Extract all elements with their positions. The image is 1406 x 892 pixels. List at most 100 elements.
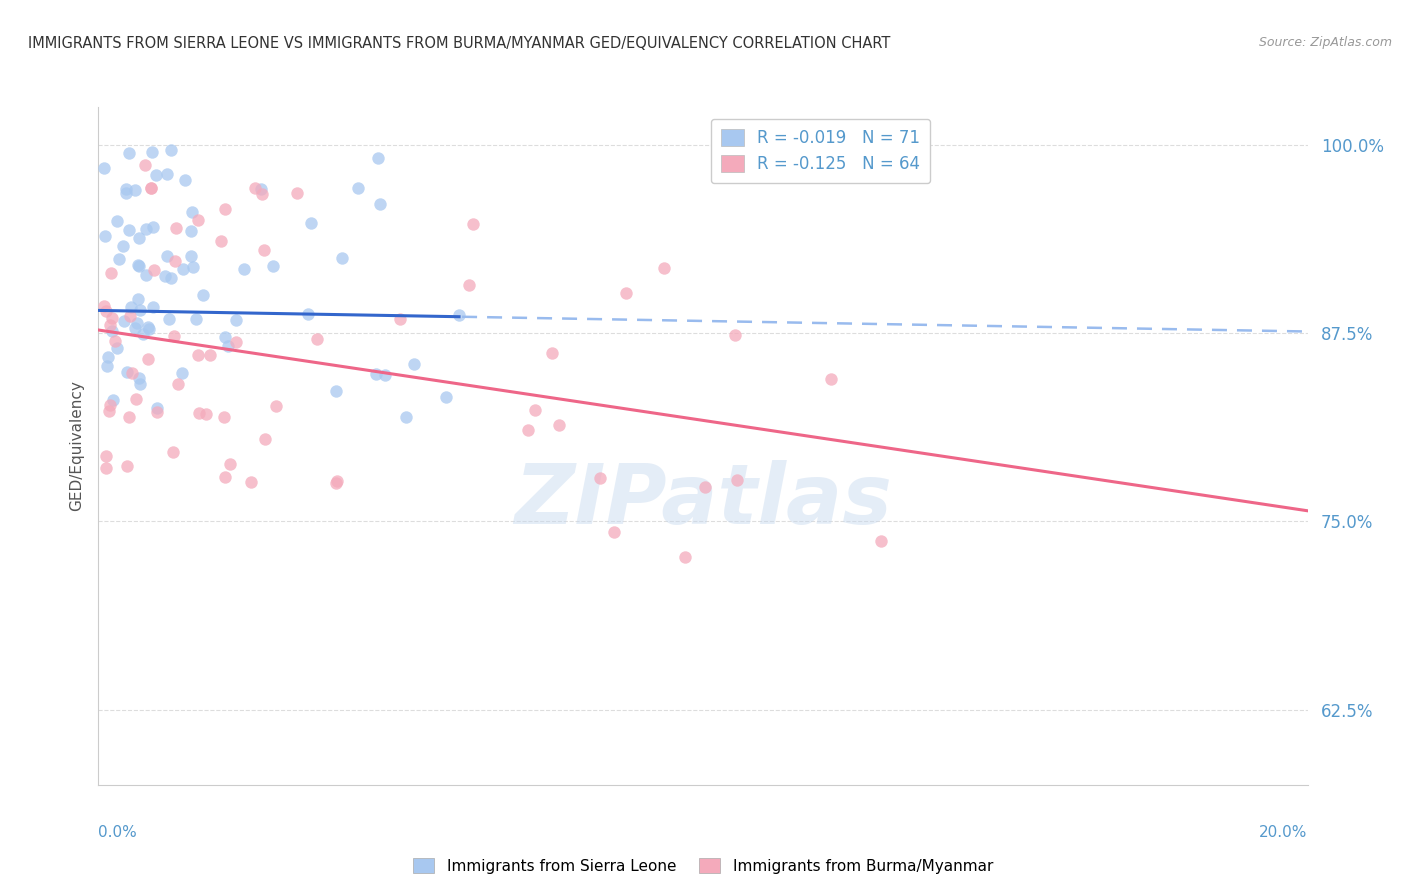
- Point: [188, 406, 211, 420]
- Point: [105, 214, 128, 228]
- Point: [214, 330, 236, 344]
- Point: [250, 187, 273, 202]
- Point: [93, 299, 115, 313]
- Point: [266, 400, 288, 414]
- Point: [98, 404, 121, 418]
- Point: [132, 326, 155, 341]
- Point: [127, 316, 149, 330]
- Point: [305, 332, 328, 346]
- Point: [142, 219, 165, 234]
- Point: [181, 260, 204, 274]
- Point: [142, 301, 165, 315]
- Point: [463, 218, 485, 232]
- Point: [115, 186, 138, 201]
- Point: [434, 390, 457, 404]
- Point: [395, 409, 418, 424]
- Point: [118, 145, 141, 160]
- Point: [118, 309, 141, 323]
- Point: [159, 270, 181, 285]
- Point: [727, 473, 749, 487]
- Point: [138, 322, 160, 336]
- Point: [181, 205, 204, 219]
- Point: [98, 398, 121, 412]
- Point: [523, 402, 546, 417]
- Point: [124, 183, 146, 197]
- Point: [165, 220, 187, 235]
- Text: Source: ZipAtlas.com: Source: ZipAtlas.com: [1258, 36, 1392, 49]
- Point: [325, 474, 347, 488]
- Point: [225, 335, 247, 350]
- Point: [652, 261, 675, 276]
- Point: [96, 304, 118, 318]
- Point: [124, 321, 146, 335]
- Point: [112, 314, 135, 328]
- Point: [172, 261, 194, 276]
- Point: [96, 461, 118, 475]
- Point: [115, 365, 138, 379]
- Point: [101, 310, 124, 325]
- Point: [180, 224, 202, 238]
- Point: [145, 168, 167, 182]
- Y-axis label: GED/Equivalency: GED/Equivalency: [69, 381, 84, 511]
- Point: [166, 377, 188, 392]
- Point: [111, 239, 134, 253]
- Point: [128, 231, 150, 245]
- Point: [135, 222, 157, 236]
- Point: [117, 458, 139, 473]
- Point: [139, 181, 162, 195]
- Point: [243, 180, 266, 194]
- Point: [187, 348, 209, 362]
- Text: ZIPatlas: ZIPatlas: [515, 459, 891, 541]
- Point: [162, 445, 184, 459]
- Point: [128, 377, 150, 392]
- Point: [96, 359, 118, 374]
- Point: [180, 250, 202, 264]
- Point: [128, 260, 150, 274]
- Point: [125, 392, 148, 406]
- Point: [94, 228, 117, 243]
- Point: [97, 350, 120, 364]
- Point: [516, 424, 538, 438]
- Point: [389, 312, 412, 326]
- Point: [214, 409, 236, 424]
- Point: [297, 307, 319, 321]
- Point: [104, 334, 127, 349]
- Point: [136, 320, 159, 334]
- Point: [614, 286, 637, 301]
- Legend: R = -0.019   N = 71, R = -0.125   N = 64: R = -0.019 N = 71, R = -0.125 N = 64: [711, 119, 931, 184]
- Point: [325, 475, 347, 490]
- Point: [114, 182, 136, 196]
- Point: [820, 372, 842, 386]
- Point: [603, 524, 626, 539]
- Point: [693, 480, 716, 494]
- Point: [195, 407, 218, 421]
- Point: [108, 252, 131, 267]
- Point: [163, 254, 186, 268]
- Point: [870, 534, 893, 549]
- Point: [127, 292, 149, 306]
- Point: [723, 327, 745, 342]
- Point: [299, 216, 322, 230]
- Point: [330, 251, 353, 265]
- Point: [262, 259, 284, 273]
- Point: [240, 475, 263, 490]
- Point: [138, 352, 160, 367]
- Point: [156, 249, 179, 263]
- Point: [402, 357, 425, 371]
- Point: [121, 366, 143, 380]
- Point: [105, 341, 128, 355]
- Point: [364, 368, 387, 382]
- Point: [184, 312, 207, 326]
- Point: [139, 181, 162, 195]
- Point: [157, 312, 180, 326]
- Point: [135, 268, 157, 282]
- Point: [187, 212, 209, 227]
- Point: [142, 262, 165, 277]
- Point: [217, 339, 239, 353]
- Point: [163, 329, 186, 343]
- Point: [547, 417, 569, 432]
- Point: [93, 161, 115, 175]
- Point: [200, 348, 222, 362]
- Point: [174, 172, 197, 186]
- Point: [374, 368, 396, 383]
